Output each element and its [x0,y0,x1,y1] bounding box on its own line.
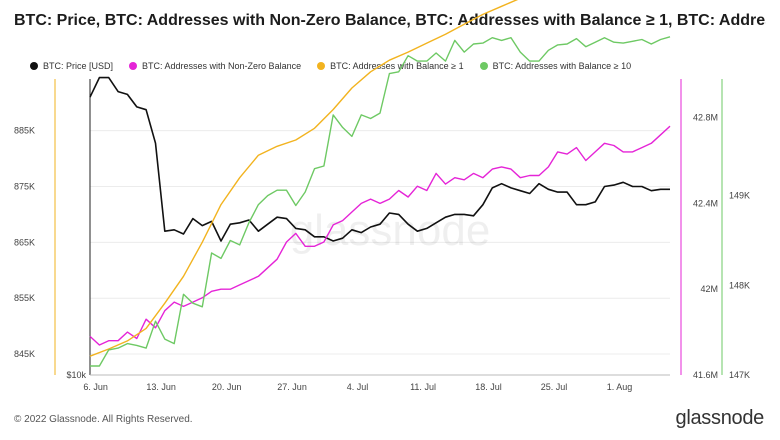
legend-dot [30,62,38,70]
y-tick-label-left: 885K [14,126,35,136]
x-tick-label: 18. Jul [475,382,502,392]
legend-item[interactable]: BTC: Addresses with Balance ≥ 1 [317,59,464,73]
series-line-1 [89,125,671,346]
series-line-0 [89,76,670,242]
x-tick-label: 27. Jun [277,382,307,392]
legend-label: BTC: Price [USD] [43,61,114,71]
legend-label: BTC: Addresses with Non-Zero Balance [142,61,302,71]
copyright-notice: © 2022 Glassnode. All Rights Reserved. [14,414,193,425]
x-tick-label: 13. Jun [146,382,176,392]
legend-dot [479,62,488,70]
brand-logo-text: glassnode [675,407,765,429]
x-tick-label: 6. Jun [83,382,108,392]
legend-item[interactable]: BTC: Addresses with Non-Zero Balance [129,59,301,73]
legend-label: BTC: Addresses with Balance ≥ 10 [492,61,632,71]
y-tick-label-right-inner: 41.6M [693,370,718,380]
legend-item[interactable]: BTC: Addresses with Balance ≥ 10 [479,59,632,73]
axes [54,79,723,376]
x-tick-label: 1. Aug [607,382,633,392]
chart-legend: BTC: Price [USD] BTC: Addresses with Non-… [30,59,631,73]
y-tick-label-right-outer: 148K [729,280,750,290]
y-tick-label-right-inner: 42.4M [693,198,718,208]
y-tick-label-right-outer: 149K [729,191,750,201]
y-tick-label-right-inner: 42M [700,284,718,294]
legend-dot [129,62,138,70]
legend-dot [317,62,326,70]
legend-label: BTC: Addresses with Balance ≥ 1 [330,61,464,71]
y-tick-label-left: 865K [14,237,35,247]
y-tick-label-right-inner: 42.8M [693,113,718,123]
series-lines [89,0,671,367]
x-tick-label: 11. Jul [410,382,436,392]
x-tick-label: 25. Jul [541,382,568,392]
tick-labels: 845K 855K 865K 875K 885K $10k 41.6M 42M 42.4M 42.… [14,113,750,392]
y-tick-label-right-outer: 147K [729,370,750,380]
y-tick-label-left: 875K [14,182,35,192]
y-tick-label-left: 845K [14,349,35,359]
chart-title: BTC: Price, BTC: Addresses with Non-Zero… [14,12,766,29]
series-line-3 [90,36,671,367]
x-tick-label: 4. Jul [347,382,369,392]
series-line-2 [89,0,519,357]
y-tick-label-price: $10k [66,370,86,380]
legend-item[interactable]: BTC: Price [USD] [30,59,113,73]
x-tick-label: 20. Jun [212,382,242,392]
y-tick-label-left: 855K [14,293,35,303]
